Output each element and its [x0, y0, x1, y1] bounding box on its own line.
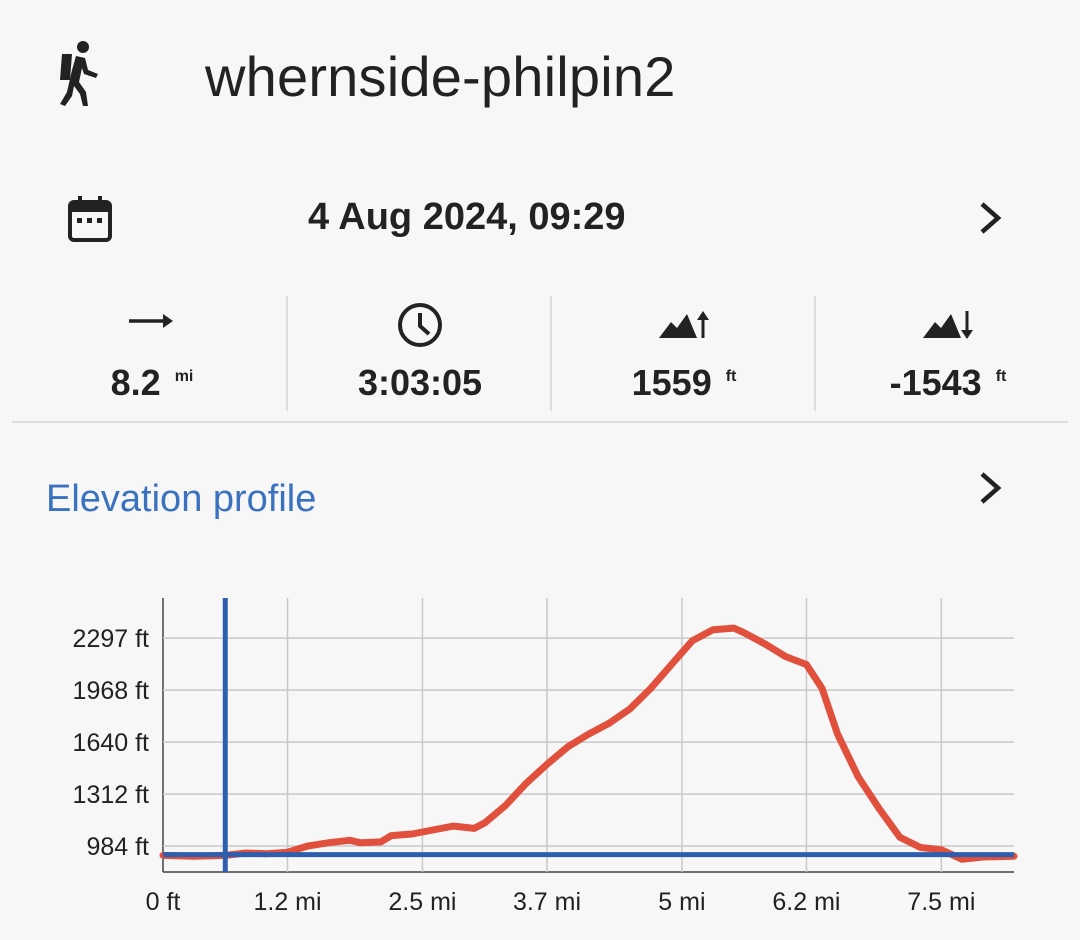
- stat-ascent-value: 1559: [631, 362, 712, 403]
- divider: [814, 296, 816, 411]
- divider: [286, 296, 288, 411]
- x-tick-label: 5 mi: [658, 888, 705, 916]
- descent-icon: [923, 311, 973, 339]
- stat-distance-unit: mi: [174, 368, 194, 385]
- stat-duration-value: 3:03:05: [357, 362, 483, 403]
- distance-arrow-icon: [129, 314, 173, 328]
- activity-date[interactable]: 4 Aug 2024, 09:29: [308, 196, 626, 238]
- page-title: whernside-philpin2: [205, 45, 676, 108]
- stat-distance-value: 8.2: [110, 362, 161, 403]
- stat-ascent: 1559 ft: [552, 296, 816, 411]
- calendar-icon: [68, 196, 112, 242]
- stat-descent-value: -1543: [889, 362, 982, 403]
- ascent-icon: [659, 311, 709, 338]
- chevron-right-icon[interactable]: [976, 468, 1006, 508]
- x-tick-label: 7.5 mi: [907, 888, 975, 916]
- y-tick-label: 1640 ft: [73, 729, 150, 757]
- x-tick-label: 2.5 mi: [388, 888, 456, 916]
- x-tick-label: 0 ft: [146, 888, 181, 916]
- section-divider: [12, 421, 1068, 423]
- x-tick-label: 3.7 mi: [513, 888, 581, 916]
- divider: [550, 296, 552, 411]
- y-tick-label: 1968 ft: [73, 677, 150, 705]
- x-tick-label: 1.2 mi: [253, 888, 321, 916]
- y-tick-label: 1312 ft: [73, 781, 150, 809]
- clock-icon: [398, 303, 442, 347]
- y-tick-label: 984 ft: [86, 833, 149, 861]
- elevation-profile-title[interactable]: Elevation profile: [46, 478, 317, 520]
- elevation-chart[interactable]: 984 ft 1312 ft 1640 ft 1968 ft 2297 ft 0 ft 1…: [0, 560, 1080, 940]
- chevron-right-icon[interactable]: [976, 198, 1006, 238]
- x-tick-label: 6.2 mi: [772, 888, 840, 916]
- hiker-icon: [60, 41, 98, 106]
- y-tick-label: 2297 ft: [73, 625, 150, 653]
- stats-row: 8.2 mi 3:03:05 1559 ft -1543 ft: [20, 296, 1060, 411]
- stat-descent: -1543 ft: [816, 296, 1080, 411]
- stat-distance: 8.2 mi: [20, 296, 284, 411]
- stat-descent-unit: ft: [995, 368, 1007, 385]
- stat-ascent-unit: ft: [725, 368, 737, 385]
- elevation-profile-line: [159, 624, 1018, 863]
- stat-duration: 3:03:05: [288, 296, 552, 411]
